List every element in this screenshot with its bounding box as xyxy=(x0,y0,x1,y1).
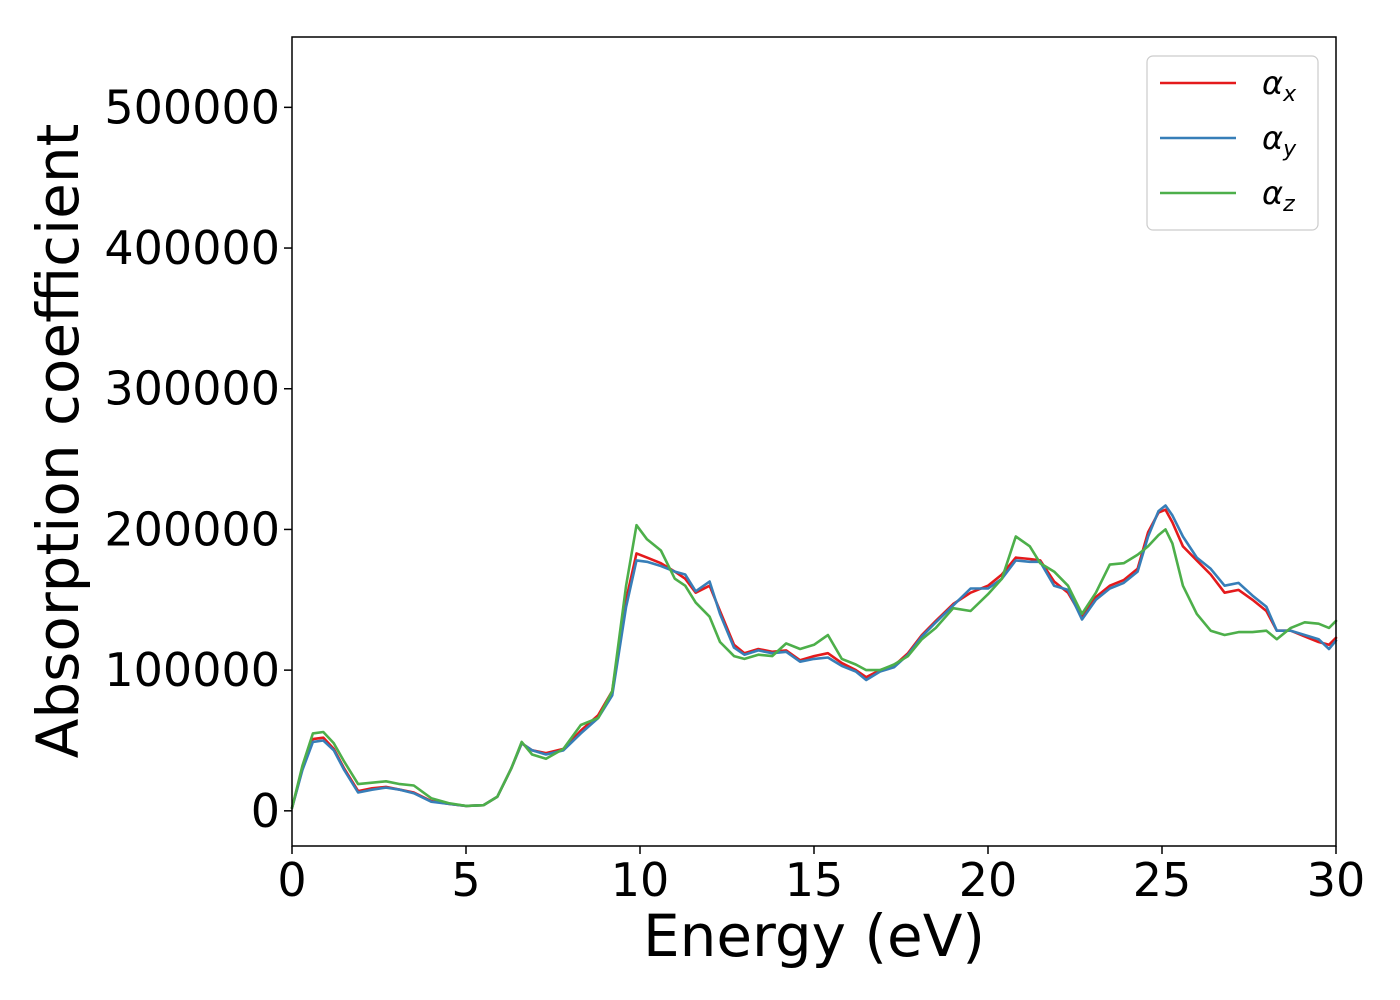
x-axis-title: Energy (eV) xyxy=(643,902,985,970)
legend-symbol: α xyxy=(1262,119,1283,157)
legend-label-y: αy xyxy=(1262,119,1297,162)
legend-subscript: y xyxy=(1282,137,1297,162)
y-tick-label: 100000 xyxy=(104,643,280,697)
y-tick-label: 0 xyxy=(251,784,280,838)
legend-symbol: α xyxy=(1262,64,1283,102)
x-tick-label: 0 xyxy=(277,853,306,907)
plot-frame xyxy=(291,36,1337,847)
legend-subscript: x xyxy=(1282,82,1297,107)
y-tick-label: 200000 xyxy=(104,502,280,556)
x-tick-label: 5 xyxy=(451,853,480,907)
y-axis-ticks: 0 100000 200000 300000 400000 500000 xyxy=(104,80,292,838)
x-tick-label: 15 xyxy=(785,853,844,907)
y-tick-label: 300000 xyxy=(104,362,280,416)
x-tick-label: 10 xyxy=(611,853,670,907)
legend-subscript: z xyxy=(1282,192,1295,217)
legend-label-z: αz xyxy=(1262,174,1295,217)
series-line-z xyxy=(290,523,1338,810)
y-axis-title: Absorption coefficient xyxy=(24,124,92,759)
series-layer xyxy=(290,504,1338,810)
y-tick-label: 400000 xyxy=(104,221,280,275)
x-tick-label: 20 xyxy=(959,853,1018,907)
legend-symbol: α xyxy=(1262,174,1283,212)
legend-label-x: αx xyxy=(1262,64,1297,107)
x-axis-ticks: 0 5 10 15 20 25 30 xyxy=(277,846,1365,907)
x-tick-label: 30 xyxy=(1307,853,1366,907)
legend-box xyxy=(1146,55,1319,231)
y-tick-label: 500000 xyxy=(104,80,280,134)
x-tick-label: 25 xyxy=(1133,853,1192,907)
